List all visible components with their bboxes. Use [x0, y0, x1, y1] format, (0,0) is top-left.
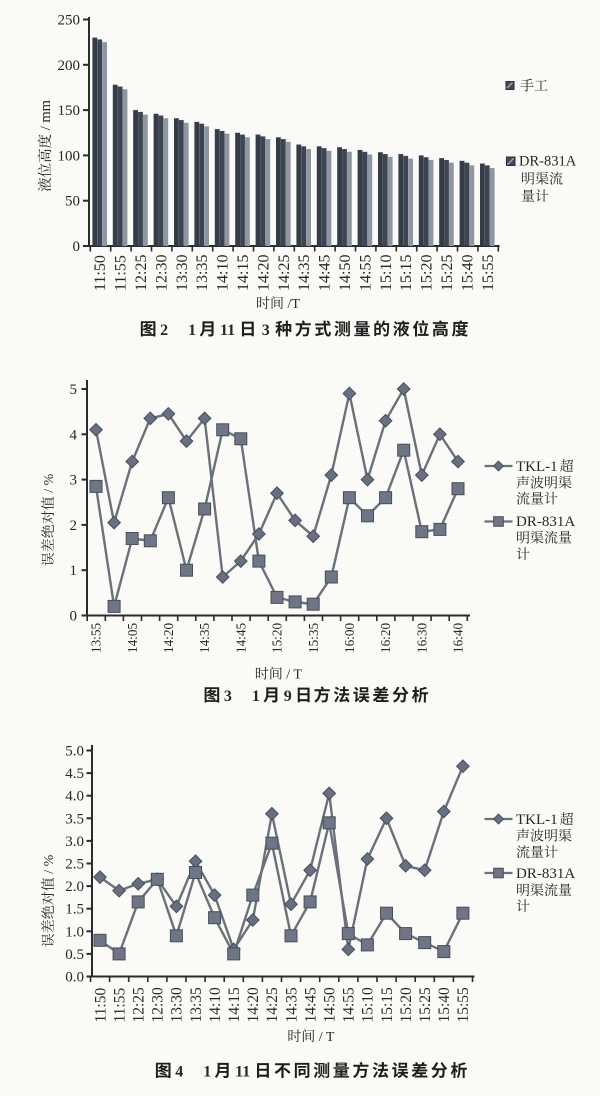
svg-text:15:40: 15:40 [459, 255, 476, 291]
svg-text:14:20: 14:20 [255, 255, 272, 291]
svg-text:12:25: 12:25 [131, 987, 148, 1023]
svg-text:2.5: 2.5 [65, 857, 84, 873]
svg-text:/ T: / T [319, 1030, 335, 1045]
svg-text:15:55: 15:55 [455, 987, 472, 1023]
svg-text:15:20: 15:20 [419, 255, 436, 291]
svg-text:DR-831A: DR-831A [516, 514, 575, 530]
svg-text:/ T: / T [286, 668, 302, 683]
svg-text:15:25: 15:25 [439, 255, 456, 291]
svg-text:14:35: 14:35 [283, 987, 300, 1023]
svg-text:1: 1 [203, 1064, 211, 1081]
svg-text:/ %: / % [42, 473, 57, 492]
svg-text:/T: /T [288, 297, 301, 312]
svg-text:0: 0 [70, 609, 78, 625]
svg-text:4: 4 [70, 427, 78, 443]
svg-text:14:45: 14:45 [233, 623, 248, 653]
svg-text:250: 250 [58, 13, 81, 29]
svg-text:0: 0 [73, 239, 81, 255]
svg-text:/ mm: / mm [38, 99, 54, 130]
svg-text:2: 2 [160, 322, 168, 339]
svg-text:12:30: 12:30 [150, 987, 167, 1023]
svg-text:14:55: 14:55 [341, 987, 358, 1023]
svg-text:12:25: 12:25 [133, 255, 150, 291]
svg-text:0.5: 0.5 [65, 947, 84, 963]
svg-text:14:35: 14:35 [197, 623, 212, 653]
svg-text:14:05: 14:05 [125, 623, 140, 653]
svg-text:TKL-1: TKL-1 [516, 812, 558, 828]
svg-text:16:40: 16:40 [451, 623, 466, 653]
svg-text:14:45: 14:45 [302, 987, 319, 1023]
svg-text:11:50: 11:50 [92, 988, 109, 1023]
svg-text:13:30: 13:30 [169, 987, 186, 1023]
svg-text:15:15: 15:15 [379, 987, 396, 1023]
svg-text:15:20: 15:20 [270, 623, 285, 653]
svg-text:15:10: 15:10 [360, 987, 377, 1023]
svg-text:4.5: 4.5 [65, 766, 84, 782]
svg-text:DR-831A: DR-831A [519, 154, 577, 170]
svg-text:13:55: 13:55 [89, 623, 104, 653]
svg-text:2: 2 [70, 518, 78, 534]
svg-text:11: 11 [220, 322, 235, 339]
svg-text:1.5: 1.5 [65, 902, 84, 918]
svg-text:13:30: 13:30 [174, 255, 191, 291]
svg-text:11:55: 11:55 [111, 988, 128, 1023]
svg-text:14:50: 14:50 [337, 255, 354, 291]
svg-text:15:40: 15:40 [436, 987, 453, 1023]
svg-text:3: 3 [262, 322, 270, 339]
svg-text:3: 3 [70, 473, 78, 489]
svg-text:15:20: 15:20 [398, 987, 415, 1023]
svg-text:150: 150 [58, 103, 81, 119]
svg-text:14:15: 14:15 [226, 987, 243, 1023]
svg-text:50: 50 [65, 194, 80, 210]
svg-text:200: 200 [58, 58, 81, 74]
svg-text:0.0: 0.0 [65, 970, 84, 986]
svg-text:5.0: 5.0 [65, 744, 84, 760]
svg-text:16:00: 16:00 [342, 623, 357, 653]
svg-text:14:25: 14:25 [276, 255, 293, 291]
svg-text:13:35: 13:35 [188, 987, 205, 1023]
svg-text:4: 4 [175, 1064, 183, 1081]
svg-text:15:15: 15:15 [398, 255, 415, 291]
svg-text:14:55: 14:55 [357, 255, 374, 291]
svg-text:3.5: 3.5 [65, 811, 84, 827]
svg-text:14:10: 14:10 [215, 255, 232, 291]
svg-text:1.0: 1.0 [65, 924, 84, 940]
svg-text:DR-831A: DR-831A [516, 866, 575, 882]
svg-text:11: 11 [235, 1064, 250, 1081]
svg-text:11:50: 11:50 [92, 255, 109, 291]
svg-text:14:15: 14:15 [235, 255, 252, 291]
svg-text:14:25: 14:25 [264, 987, 281, 1023]
svg-text:14:20: 14:20 [245, 987, 262, 1023]
svg-text:16:30: 16:30 [414, 623, 429, 653]
svg-text:14:10: 14:10 [207, 987, 224, 1023]
svg-text:15:55: 15:55 [480, 255, 497, 291]
svg-text:TKL-1: TKL-1 [516, 459, 558, 475]
svg-text:14:35: 14:35 [296, 255, 313, 291]
svg-text:15:25: 15:25 [417, 987, 434, 1023]
svg-text:100: 100 [58, 148, 81, 164]
svg-text:14:45: 14:45 [317, 255, 334, 291]
svg-text:3.0: 3.0 [65, 834, 84, 850]
svg-text:14:20: 14:20 [161, 623, 176, 653]
svg-text:12:30: 12:30 [153, 255, 170, 291]
svg-text:4.0: 4.0 [65, 789, 84, 805]
svg-text:1: 1 [70, 563, 78, 579]
svg-text:11:55: 11:55 [113, 255, 130, 291]
svg-text:13:35: 13:35 [194, 255, 211, 291]
svg-text:15:35: 15:35 [306, 623, 321, 653]
svg-text:/ %: / % [42, 854, 57, 873]
svg-text:15:10: 15:10 [378, 255, 395, 291]
svg-text:1: 1 [188, 322, 196, 339]
svg-text:16:20: 16:20 [378, 623, 393, 653]
svg-text:1: 1 [252, 688, 260, 705]
svg-text:3: 3 [224, 688, 232, 705]
svg-text:2.0: 2.0 [65, 879, 84, 895]
svg-text:5: 5 [70, 382, 78, 398]
svg-text:14:50: 14:50 [322, 987, 339, 1023]
svg-text:9: 9 [284, 688, 292, 705]
